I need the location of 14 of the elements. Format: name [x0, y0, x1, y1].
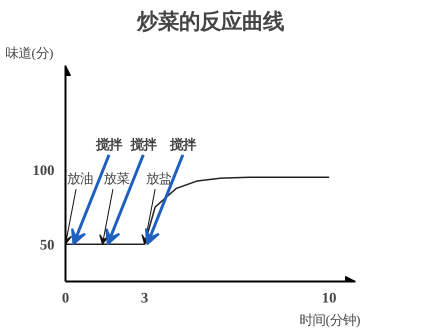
x-tick-label: 3 [140, 290, 148, 306]
y-tick-label: 50 [40, 237, 54, 254]
y-tick-label: 100 [32, 162, 54, 179]
annotation: 放盐 [146, 171, 172, 186]
x-tick-label: 10 [322, 290, 336, 306]
annotation: 放油 [66, 171, 93, 186]
annotation: 搅拌 [129, 136, 156, 152]
annotation: 搅拌 [95, 136, 122, 152]
annotation: 放菜 [104, 171, 130, 186]
annotation: 搅拌 [168, 136, 196, 152]
chart-title: 炒菜的反应曲线 [136, 10, 284, 34]
x-axis-title: 时间(分钟) [300, 312, 361, 328]
x-tick-label: 0 [62, 290, 70, 306]
y-axis-title: 味道(分) [6, 46, 54, 60]
